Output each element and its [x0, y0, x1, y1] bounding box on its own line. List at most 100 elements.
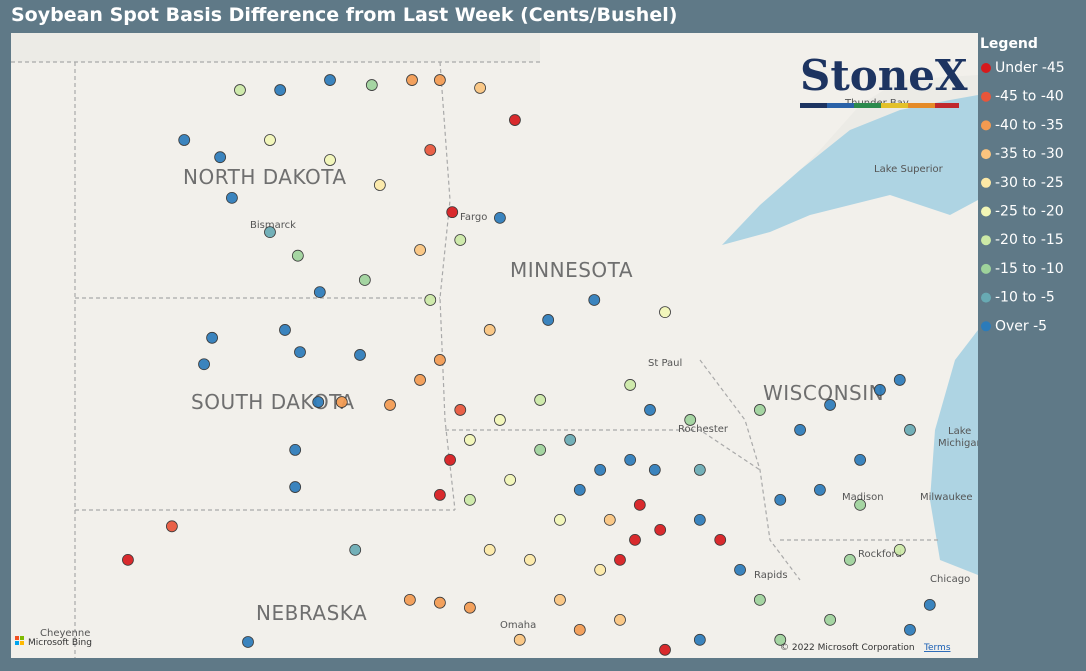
city-label: Rockford	[858, 549, 902, 560]
point	[774, 493, 787, 506]
legend-title: Legend	[980, 36, 1038, 52]
point	[923, 598, 936, 611]
point	[874, 384, 886, 396]
legend-swatch	[981, 120, 991, 131]
point	[614, 553, 626, 566]
bing-icon	[20, 641, 24, 645]
point	[824, 613, 836, 626]
point	[633, 498, 646, 511]
point	[854, 454, 867, 466]
point	[513, 633, 526, 646]
point	[312, 396, 325, 408]
state-label: WISCONSIN	[763, 381, 884, 405]
point	[294, 346, 306, 358]
city-label: Chicago	[930, 574, 970, 585]
map-labels: NORTH DAKOTA SOUTH DAKOTA MINNESOTA WISC…	[40, 98, 983, 639]
legend-label: -45 to -40	[995, 89, 1064, 105]
legend-label: -15 to -10	[995, 261, 1064, 277]
point	[178, 134, 191, 146]
point	[433, 354, 446, 366]
legend-label: -10 to -5	[995, 290, 1055, 306]
legend-swatch	[981, 63, 991, 73]
legend-label: Under -45	[995, 60, 1065, 76]
state-label: MINNESOTA	[510, 258, 633, 282]
point	[165, 520, 178, 533]
point	[564, 434, 577, 446]
logo-stripe	[881, 103, 908, 108]
logo-stripe	[827, 103, 854, 108]
point	[264, 134, 276, 146]
border	[439, 61, 456, 511]
point	[384, 399, 396, 411]
point	[324, 74, 336, 86]
point	[814, 483, 826, 496]
point	[644, 404, 656, 416]
point	[291, 249, 304, 262]
points	[122, 74, 936, 656]
water-label: Lake Superior	[874, 164, 944, 175]
point	[542, 314, 555, 326]
point	[444, 454, 456, 466]
copyright: © 2022 Microsoft Corporation	[780, 643, 915, 653]
point	[464, 493, 476, 506]
terms-link[interactable]: Terms	[923, 643, 951, 653]
logo-stripe	[935, 103, 959, 108]
point	[659, 306, 671, 319]
point	[289, 444, 302, 456]
legend-label: -30 to -25	[995, 175, 1064, 191]
point	[774, 633, 787, 646]
point	[206, 331, 218, 344]
city-label: Milwaukee	[920, 492, 973, 503]
point	[494, 414, 506, 426]
point	[483, 324, 496, 336]
point	[588, 294, 601, 306]
point	[279, 324, 291, 336]
logo-stripe	[908, 103, 935, 108]
point	[753, 593, 766, 606]
point	[122, 553, 134, 566]
point	[753, 404, 766, 416]
point	[403, 593, 416, 606]
point	[554, 513, 566, 526]
point	[198, 358, 210, 371]
city-label: Fargo	[460, 212, 487, 223]
point	[624, 379, 637, 391]
point	[693, 513, 706, 526]
legend-label: Over -5	[995, 318, 1047, 334]
title: Soybean Spot Basis Difference from Last …	[11, 4, 677, 26]
point	[264, 226, 276, 239]
point	[454, 404, 467, 416]
bing-icon	[15, 636, 19, 640]
point	[358, 274, 371, 286]
point	[654, 523, 667, 536]
lake-superior	[722, 95, 978, 245]
point	[289, 481, 302, 493]
point	[854, 498, 867, 511]
point	[406, 74, 418, 86]
bing-label: Microsoft Bing	[28, 638, 92, 648]
point	[373, 179, 386, 191]
point	[893, 543, 906, 556]
point	[684, 414, 697, 426]
city-label: St Paul	[648, 358, 682, 369]
state-label: NORTH DAKOTA	[183, 165, 347, 189]
water-label: Michigan	[938, 438, 983, 449]
point	[365, 79, 378, 91]
state-borders	[11, 61, 940, 658]
legend-label: -35 to -30	[995, 146, 1064, 162]
point	[629, 533, 641, 546]
legend-swatch	[981, 292, 991, 303]
point	[474, 82, 486, 94]
legend-swatch	[981, 321, 991, 332]
point	[242, 636, 254, 648]
state-label: NEBRASKA	[256, 601, 367, 625]
map[interactable]: NORTH DAKOTA SOUTH DAKOTA MINNESOTA WISC…	[11, 33, 983, 658]
logo-stripe	[800, 103, 827, 108]
point	[904, 623, 916, 636]
city-label: Bismarck	[250, 220, 296, 231]
point	[573, 623, 586, 636]
point	[904, 424, 916, 436]
point	[414, 374, 426, 386]
point	[509, 114, 521, 126]
city-label: Omaha	[500, 620, 536, 631]
